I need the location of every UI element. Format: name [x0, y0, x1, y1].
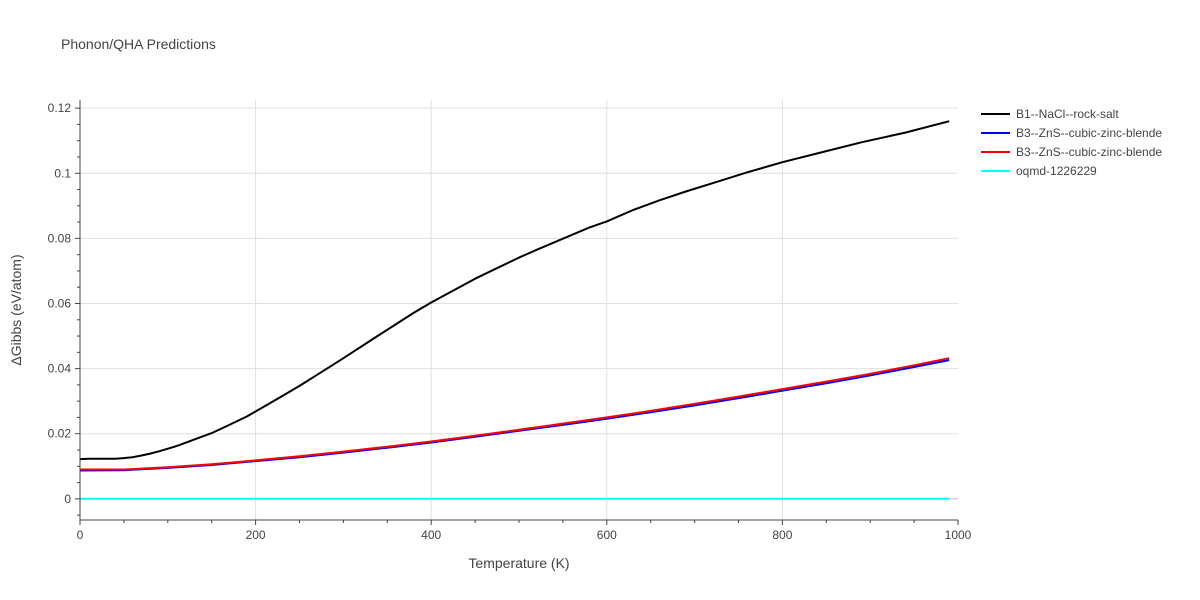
- x-tick-label: 800: [772, 528, 792, 542]
- series-line-2: [80, 357, 950, 471]
- series-line-1: [79, 359, 950, 472]
- grid-layer: [80, 100, 958, 520]
- series-layer: [79, 120, 950, 500]
- chart-title: Phonon/QHA Predictions: [61, 36, 216, 52]
- y-tick-label: 0.12: [48, 101, 72, 115]
- legend-label-1: B3--ZnS--cubic-zinc-blende: [1016, 126, 1162, 140]
- axis-layer: 0 200 400 600 800 1000 0 0.02 0.04 0.06 0.08 0.1 0.1…: [48, 100, 972, 542]
- y-tick-label: 0.08: [48, 231, 72, 245]
- legend: B1--NaCl--rock-salt B3--ZnS--cubic-zinc-b…: [981, 107, 1162, 178]
- y-axis-title: ΔGibbs (eV/atom): [8, 254, 24, 365]
- legend-label-0: B1--NaCl--rock-salt: [1016, 107, 1119, 121]
- x-tick-label: 200: [246, 528, 266, 542]
- y-tick-label: 0: [64, 492, 71, 506]
- x-tick-label: 0: [77, 528, 84, 542]
- y-tick-label: 0.06: [48, 296, 72, 310]
- y-tick-label: 0.02: [48, 427, 72, 441]
- x-axis-title: Temperature (K): [468, 555, 569, 571]
- legend-label-2: B3--ZnS--cubic-zinc-blende: [1016, 145, 1162, 159]
- y-tick-label: 0.1: [54, 166, 71, 180]
- y-tick-label: 0.04: [48, 362, 72, 376]
- x-tick-label: 1000: [945, 528, 972, 542]
- x-tick-label: 400: [421, 528, 441, 542]
- legend-label-3: oqmd-1226229: [1016, 164, 1097, 178]
- x-tick-label: 600: [597, 528, 617, 542]
- series-line-0: [79, 120, 950, 461]
